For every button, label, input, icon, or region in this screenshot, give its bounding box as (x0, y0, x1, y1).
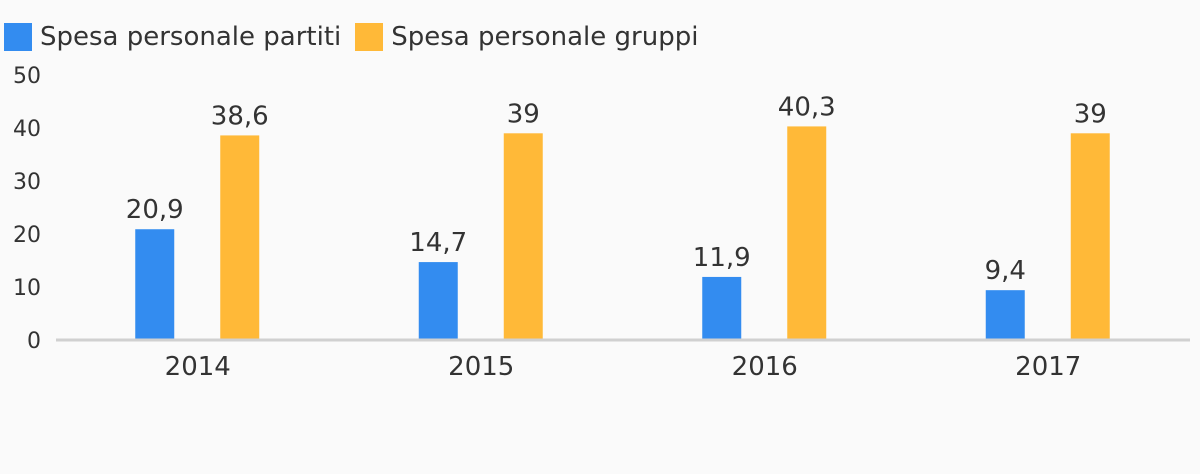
x-tick-label: 2017 (1015, 352, 1081, 382)
x-tick-label: 2014 (165, 352, 231, 382)
legend-label-partiti: Spesa personale partiti (40, 22, 342, 52)
legend-label-gruppi: Spesa personale gruppi (391, 22, 699, 52)
bar-data-label: 38,6 (211, 101, 269, 131)
y-tick-label: 10 (13, 276, 41, 301)
x-axis-tick-labels: 2014 2015 2016 2017 (165, 352, 1082, 382)
bar (135, 229, 175, 340)
bar-data-label: 39 (1074, 99, 1107, 129)
bar (787, 126, 827, 340)
bar (985, 290, 1025, 340)
legend-item-gruppi[interactable]: Spesa personale gruppi (355, 22, 698, 52)
y-tick-label: 40 (13, 117, 41, 142)
y-tick-label: 0 (27, 329, 41, 354)
bar (418, 262, 458, 340)
legend-swatch-partiti (4, 23, 32, 51)
bar (1070, 133, 1110, 340)
bars (135, 126, 1110, 340)
legend-swatch-gruppi (355, 23, 384, 51)
bar-data-label: 40,3 (778, 92, 836, 122)
bar-data-label: 9,4 (985, 256, 1026, 286)
bar-data-label: 20,9 (126, 195, 184, 225)
y-tick-label: 30 (13, 170, 41, 195)
bar-data-label: 11,9 (693, 243, 751, 273)
x-tick-label: 2016 (732, 352, 798, 382)
y-tick-label: 20 (13, 223, 41, 248)
x-tick-label: 2015 (448, 352, 514, 382)
legend: Spesa personale partiti Spesa personale … (4, 22, 712, 52)
bar-data-labels: 20,9 38,6 14,7 39 11,9 40,3 9,4 39 (126, 92, 1107, 286)
bar (702, 276, 742, 340)
bar-data-label: 14,7 (409, 228, 467, 258)
bar-data-label: 39 (507, 99, 540, 129)
y-tick-label: 50 (13, 64, 41, 89)
bar (503, 133, 543, 340)
bar (220, 135, 260, 340)
legend-item-partiti[interactable]: Spesa personale partiti (4, 22, 341, 52)
y-axis-tick-labels: 0 10 20 30 40 50 (13, 64, 41, 354)
